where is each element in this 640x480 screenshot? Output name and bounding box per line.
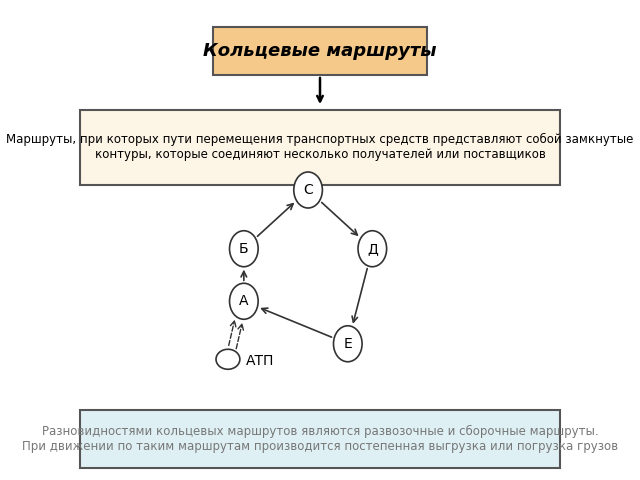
Text: Маршруты, при которых пути перемещения транспортных средств представляют собой з: Маршруты, при которых пути перемещения т… [6,133,634,161]
Text: А: А [239,294,248,308]
Circle shape [358,231,387,267]
Circle shape [333,326,362,362]
FancyBboxPatch shape [80,410,560,468]
Text: Разновидностями кольцевых маршрутов являются развозочные и сборочные маршруты.
П: Разновидностями кольцевых маршрутов явля… [22,425,618,453]
Text: Кольцевые маршруты: Кольцевые маршруты [204,42,436,60]
Text: Е: Е [344,337,352,351]
FancyBboxPatch shape [80,110,560,185]
Text: Д: Д [367,242,378,256]
Ellipse shape [216,349,240,369]
FancyBboxPatch shape [212,27,428,75]
Text: Б: Б [239,242,249,256]
Circle shape [230,231,258,267]
Text: АТП: АТП [245,354,274,368]
Text: С: С [303,183,313,197]
Circle shape [294,172,323,208]
Circle shape [230,283,258,319]
